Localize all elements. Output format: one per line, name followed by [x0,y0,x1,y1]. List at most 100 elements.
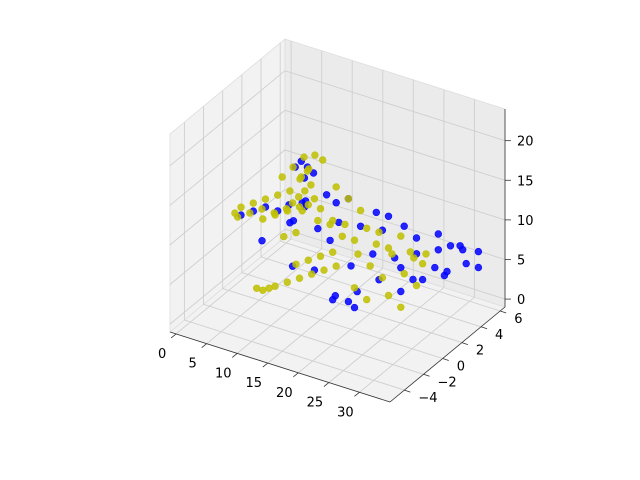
y-gridline [222,90,443,359]
blue-series-point [289,217,298,225]
blue-series-point [335,218,343,227]
yellow-series-point [301,187,309,195]
blue-series-point [474,247,483,256]
yellow-series-point [363,295,371,304]
blue-series-point [434,246,442,254]
yellow-series-point [271,282,279,290]
yellow-series-point [265,284,273,292]
blue-series-point [446,242,455,250]
yellow-series-point [320,266,328,274]
x-tick-mark [354,391,360,397]
yellow-series-point [397,232,405,240]
z-gridline [169,228,506,325]
yellow-series-point [314,216,322,225]
yellow-series-point [354,250,362,258]
x-tick-mark [262,362,269,368]
axis-lines [169,109,511,403]
blue-series-point [384,212,393,221]
yellow-series-point [384,291,393,300]
y-gridline [241,74,463,344]
y-tick-mark [404,389,411,393]
y-tick-mark [442,358,449,361]
yellow-series-point [246,209,254,217]
x-tick-label: 0 [158,347,166,362]
blue-series-point [456,242,464,250]
blue-series-point [474,263,483,272]
yellow-series-point [233,213,242,221]
y-gridline [260,58,482,328]
yellow-series-point [329,248,337,256]
blue-series-point [440,271,449,280]
yellow-series-point [372,240,380,248]
x-gridline [359,99,475,393]
yellow-series-point [341,220,349,229]
yellow-series-point [295,274,304,282]
y-gridline [279,43,501,312]
x-tick-mark [323,382,330,387]
yellow-series-point [363,224,371,233]
x-tick-label: 20 [276,386,293,401]
x-gridline [328,89,445,383]
blue-series-point [418,275,427,284]
yellow-series-point [310,195,319,203]
yellow-series-point [259,286,267,294]
yellow-series-point [388,250,396,258]
y-tick-mark [500,310,507,314]
yellow-series-point [422,250,430,258]
z-tick-label: 15 [517,174,534,189]
blue-series-point [397,264,405,272]
x-gridline [267,70,384,364]
blue-series-point [431,263,439,272]
yellow-series-point [289,163,297,171]
z-gridline [169,149,506,246]
y-tick-mark [461,342,469,346]
yellow-series-point [286,187,294,195]
yellow-series-point [283,207,291,215]
x-gridline [175,40,292,335]
yellow-series-point [326,220,334,229]
yellow-series-point [338,232,346,241]
blue-series-point [356,222,365,231]
yellow-series-point [307,181,315,189]
x-tick-label: 25 [307,396,324,411]
blue-series-point [409,275,417,284]
x-tick-mark [293,372,299,378]
blue-series-point [434,230,442,238]
yellow-series-point [344,195,353,203]
y-tick-label: 4 [495,328,503,343]
yellow-series-point [296,175,304,183]
y-tick-label: 0 [457,359,465,374]
blue-series-point [332,199,340,207]
y-gridline [203,106,424,375]
yellow-series-point [249,199,258,207]
x-tick-label: 30 [337,405,354,420]
z-gridline [169,188,506,285]
x-tick-mark [201,343,207,348]
y-gridline [183,122,405,391]
y-tick-label: −4 [418,391,437,406]
yellow-series-point [303,167,312,175]
x-gridline [236,60,353,354]
x-gridline [206,50,323,345]
blue-series-point [344,297,353,306]
yellow-series-point [280,232,288,241]
z-tick-label: 20 [517,135,534,150]
x-tick-label: 10 [215,366,232,381]
blue-series-point [412,234,421,242]
yellow-series-point [400,270,408,278]
z-tick-label: 10 [517,214,534,229]
data-points [231,151,483,312]
blue-series-point [369,250,377,258]
yellow-series-point [332,183,340,191]
yellow-series-point [384,244,393,252]
z-tick-label: 0 [517,293,525,308]
yellow-series-point [259,215,267,223]
blue-series-point [322,191,331,199]
z-tick-label: 5 [517,253,525,268]
blue-series-point [258,237,266,245]
yellow-series-point [366,262,374,270]
axis-panes [169,38,506,403]
blue-series-point [350,303,359,312]
